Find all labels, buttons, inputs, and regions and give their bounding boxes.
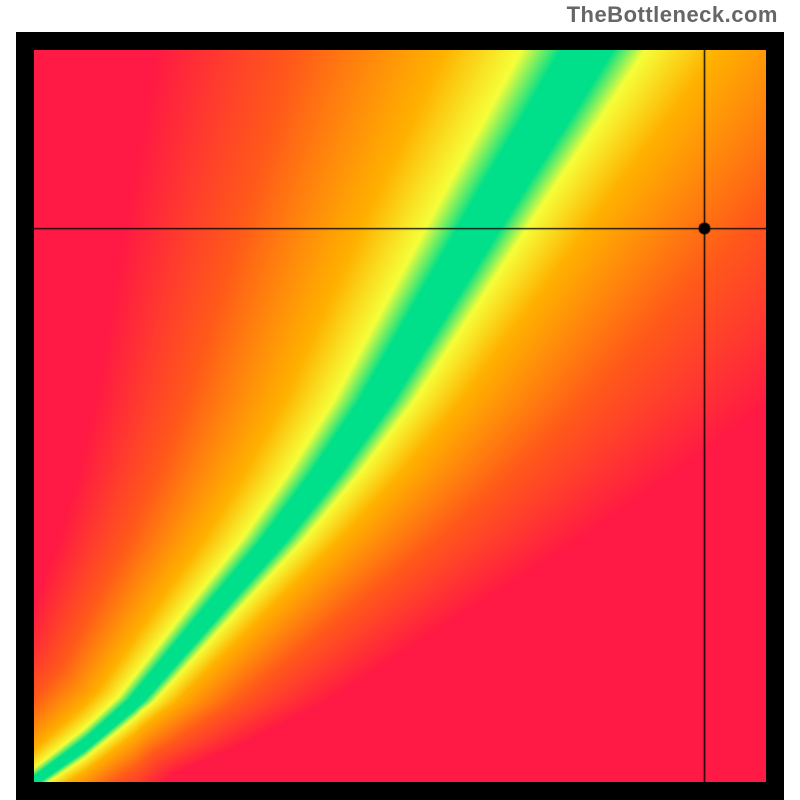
bottleneck-heatmap [34, 50, 766, 782]
chart-outer-frame [16, 32, 784, 800]
attribution-text: TheBottleneck.com [567, 2, 778, 28]
